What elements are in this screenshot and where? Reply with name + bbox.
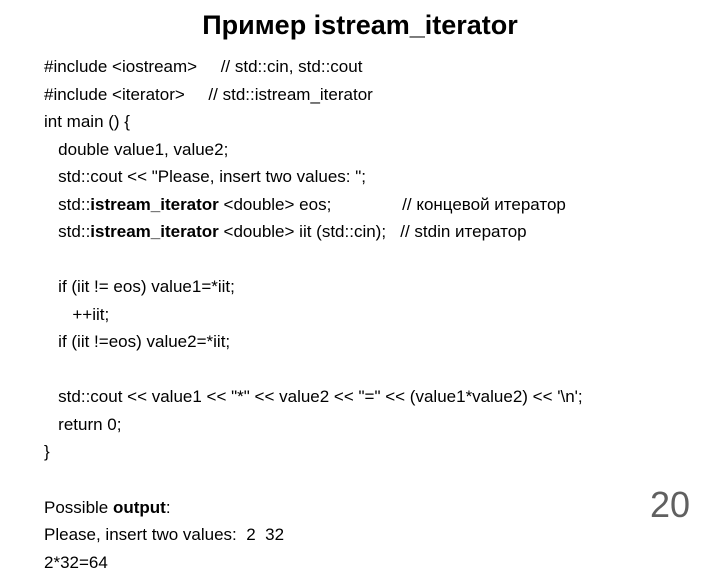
code-text: if (iit !=eos) value2=*iit;	[44, 332, 230, 351]
code-text: Please, insert two values: 2 32	[44, 525, 284, 544]
code-line: if (iit !=eos) value2=*iit;	[44, 328, 720, 356]
slide: Пример istream_iterator #include <iostre…	[0, 0, 720, 540]
code-block: #include <iostream> // std::cin, std::co…	[44, 53, 720, 576]
code-line: int main () {	[44, 108, 720, 136]
code-line: ++iit;	[44, 301, 720, 329]
slide-title: Пример istream_iterator	[0, 0, 720, 53]
code-line: std::istream_iterator <double> iit (std:…	[44, 218, 720, 246]
code-text: int main () {	[44, 112, 130, 131]
code-text: double value1, value2;	[44, 140, 228, 159]
code-text: #include <iostream> // std::cin, std::co…	[44, 57, 362, 76]
code-text: std::	[44, 195, 90, 214]
code-text: #include <iterator> // std::istream_iter…	[44, 85, 373, 104]
code-text: std::	[44, 222, 90, 241]
code-text: Possible	[44, 498, 113, 517]
code-line	[44, 356, 720, 384]
code-text	[44, 360, 49, 379]
code-text: return 0;	[44, 415, 121, 434]
code-line: std::istream_iterator <double> eos; // к…	[44, 191, 720, 219]
code-line: if (iit != eos) value1=*iit;	[44, 273, 720, 301]
code-text: :	[166, 498, 171, 517]
code-bold: istream_iterator	[90, 195, 219, 214]
code-line: }	[44, 438, 720, 466]
code-text: std::cout << "Please, insert two values:…	[44, 167, 366, 186]
code-text: }	[44, 442, 50, 461]
code-bold: istream_iterator	[90, 222, 219, 241]
code-text	[44, 470, 49, 489]
code-line: 2*32=64	[44, 549, 720, 576]
code-line: #include <iterator> // std::istream_iter…	[44, 81, 720, 109]
code-text	[44, 250, 49, 269]
code-text: if (iit != eos) value1=*iit;	[44, 277, 235, 296]
code-line: return 0;	[44, 411, 720, 439]
code-line: #include <iostream> // std::cin, std::co…	[44, 53, 720, 81]
code-line: Please, insert two values: 2 32	[44, 521, 720, 549]
code-bold: output	[113, 498, 166, 517]
code-text: <double> eos; // концевой итератор	[219, 195, 566, 214]
code-line: double value1, value2;	[44, 136, 720, 164]
code-line: std::cout << "Please, insert two values:…	[44, 163, 720, 191]
code-text: <double> iit (std::cin); // stdin итерат…	[219, 222, 527, 241]
code-text: std::cout << value1 << "*" << value2 << …	[44, 387, 583, 406]
code-line	[44, 466, 720, 494]
code-text: 2*32=64	[44, 553, 108, 572]
page-number: 20	[650, 484, 690, 526]
code-text: ++iit;	[44, 305, 109, 324]
code-line: std::cout << value1 << "*" << value2 << …	[44, 383, 720, 411]
code-line: Possible output:	[44, 494, 720, 522]
code-line	[44, 246, 720, 274]
